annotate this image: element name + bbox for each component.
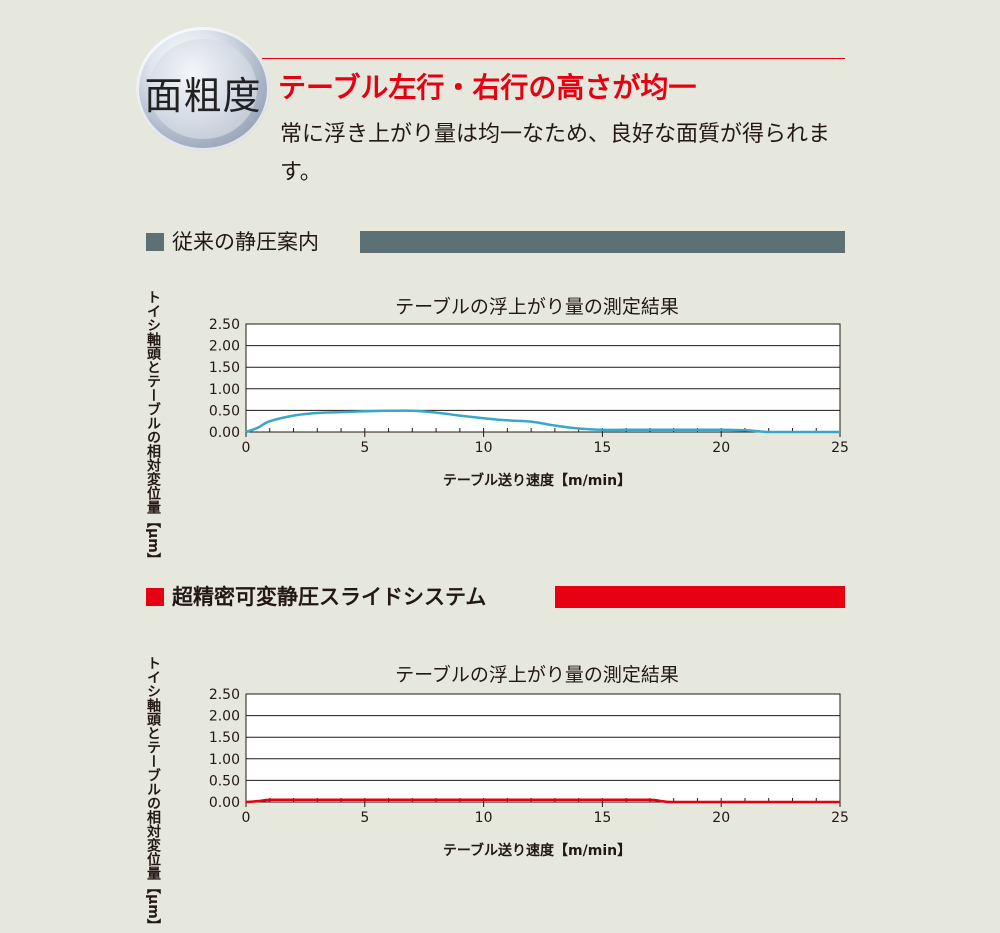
y-tick-label: 1.00 [209,382,240,398]
y-axis-label: トイシ軸頭とテーブルの相対変位量【μm】 [145,656,161,933]
x-tick-label: 10 [475,810,493,826]
section-header-conventional: 従来の静圧案内 [146,230,845,254]
badge-label: 面粗度 [144,74,262,118]
section-bar [555,586,845,608]
x-axis-label: テーブル送り速度【m/min】 [442,843,632,859]
x-tick-label: 25 [831,440,849,456]
chart-conventional: 0.00 0.50 1.00 1.50 2.00 2.50 0 5 10 15 20 25 [209,317,849,456]
chart-title: テーブルの浮上がり量の測定結果 [395,664,679,686]
y-tick-label: 0.50 [209,773,240,789]
section-marker [146,588,164,606]
y-tick-label: 2.50 [209,687,240,703]
y-tick-label: 2.00 [209,709,240,725]
x-tick-label: 25 [831,810,849,826]
chart-ultra-precision: 0.00 0.50 1.00 1.50 2.00 2.50 0 5 10 15 20 25 [209,687,849,826]
y-axis-label: トイシ軸頭とテーブルの相対変位量【μm】 [145,290,161,567]
series-line [245,409,840,434]
plot-area [245,323,841,433]
x-tick-label: 20 [712,810,730,826]
y-tick-label: 2.50 [209,317,240,333]
x-tick-label: 5 [360,440,369,456]
y-tick-label: 1.50 [209,730,240,746]
y-tick-label: 1.00 [209,752,240,768]
section-title: 超精密可変静圧スライドシステム [172,585,487,609]
chart-title: テーブルの浮上がり量の測定結果 [395,296,679,318]
section-marker [146,233,164,251]
x-tick-label: 0 [242,810,251,826]
description: 常に浮き上がり量は均一なため、良好な面質が得られます。 [280,122,831,185]
headline-rule [262,58,845,59]
section-header-ultra-precision: 超精密可変静圧スライドシステム [146,585,845,609]
x-tick-label: 20 [712,440,730,456]
y-tick-label: 0.00 [209,425,240,441]
section-title: 従来の静圧案内 [172,230,319,254]
x-tick-label: 15 [593,440,611,456]
headline: テーブル左行・右行の高さが均一 [278,71,697,104]
plot-area [245,693,841,803]
x-tick-label: 0 [242,440,251,456]
x-tick-label: 10 [475,440,493,456]
section-bar [360,231,845,253]
y-tick-label: 0.00 [209,795,240,811]
x-tick-label: 5 [360,810,369,826]
x-axis-label: テーブル送り速度【m/min】 [442,473,632,489]
y-tick-label: 0.50 [209,403,240,419]
series-line [245,798,840,804]
x-tick-label: 15 [593,810,611,826]
surface-roughness-badge: 面粗度 [136,27,270,151]
badge-disc [149,39,257,139]
y-tick-label: 2.00 [209,339,240,355]
y-tick-label: 1.50 [209,360,240,376]
